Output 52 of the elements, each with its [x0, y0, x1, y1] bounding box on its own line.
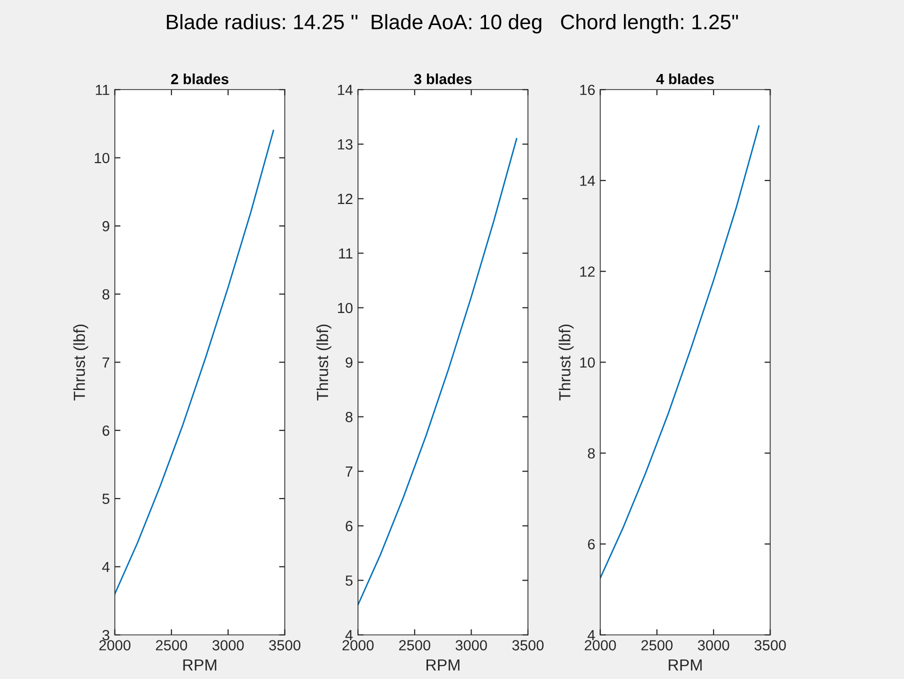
x-tick-label: 2000 [584, 640, 616, 650]
y-tick-label: 10 [338, 302, 353, 314]
y-tick-label: 16 [580, 84, 595, 96]
y-tick-label: 13 [338, 139, 352, 150]
x-tick-label: 3500 [512, 640, 544, 650]
x-tick-label: 2500 [399, 640, 430, 650]
x-axis-title: RPM [426, 659, 460, 670]
y-tick-label: 8 [346, 412, 352, 422]
x-tick-label: 2000 [99, 640, 130, 650]
x-tick-label: 3000 [456, 640, 487, 650]
x-tick-label: 2500 [641, 640, 673, 650]
y-tick-label: 14 [338, 84, 353, 95]
chart-title: 3 blades [414, 74, 472, 84]
x-axis-title: RPM [668, 659, 702, 670]
y-tick-label: 7 [102, 358, 110, 368]
y-tick-label: 6 [102, 426, 110, 436]
chart-title: 2 blades [171, 74, 228, 84]
x-tick-label: 3000 [212, 640, 244, 650]
y-tick-label: 14 [580, 176, 595, 186]
y-tick-label: 10 [94, 152, 110, 164]
y-tick-label: 5 [102, 494, 110, 504]
y-tick-label: 4 [588, 630, 595, 640]
chart-title: 4 blades [656, 74, 714, 84]
text: Blade radius: 14.25 '' Blade AoA: 10 deg Chord length: 1.25" [166, 14, 738, 34]
y-tick-label: 9 [346, 357, 352, 368]
y-axis-title: Thrust (lbf) [558, 324, 574, 400]
y-tick-label: 5 [346, 576, 353, 586]
x-tick-label: 3500 [754, 640, 786, 650]
y-tick-label: 4 [102, 562, 110, 572]
y-tick-label: 6 [346, 520, 352, 532]
line-series [358, 138, 518, 606]
y-tick-label: 8 [588, 448, 595, 459]
y-tick-label: 10 [580, 357, 595, 368]
x-tick-label: 2500 [156, 640, 188, 650]
y-tick-label: 11 [339, 248, 352, 258]
x-tick-label: 3500 [269, 640, 300, 650]
y-tick-label: 11 [96, 84, 110, 95]
y-tick-label: 12 [580, 266, 595, 277]
y-tick-label: 9 [102, 221, 110, 232]
y-tick-label: 12 [338, 194, 352, 204]
line-series [600, 125, 760, 579]
line-series [114, 130, 274, 595]
x-axis-title: RPM [183, 659, 216, 670]
y-tick-label: 4 [345, 630, 353, 640]
y-tick-label: 3 [102, 630, 110, 640]
x-tick-label: 2000 [342, 640, 374, 650]
y-axis-title: Thrust (lbf) [73, 324, 88, 400]
y-tick-label: 8 [102, 289, 110, 300]
x-tick-label: 3000 [698, 640, 730, 650]
y-tick-label: 7 [346, 466, 352, 477]
y-tick-label: 6 [588, 539, 595, 550]
y-axis-title: Thrust (lbf) [316, 324, 332, 400]
